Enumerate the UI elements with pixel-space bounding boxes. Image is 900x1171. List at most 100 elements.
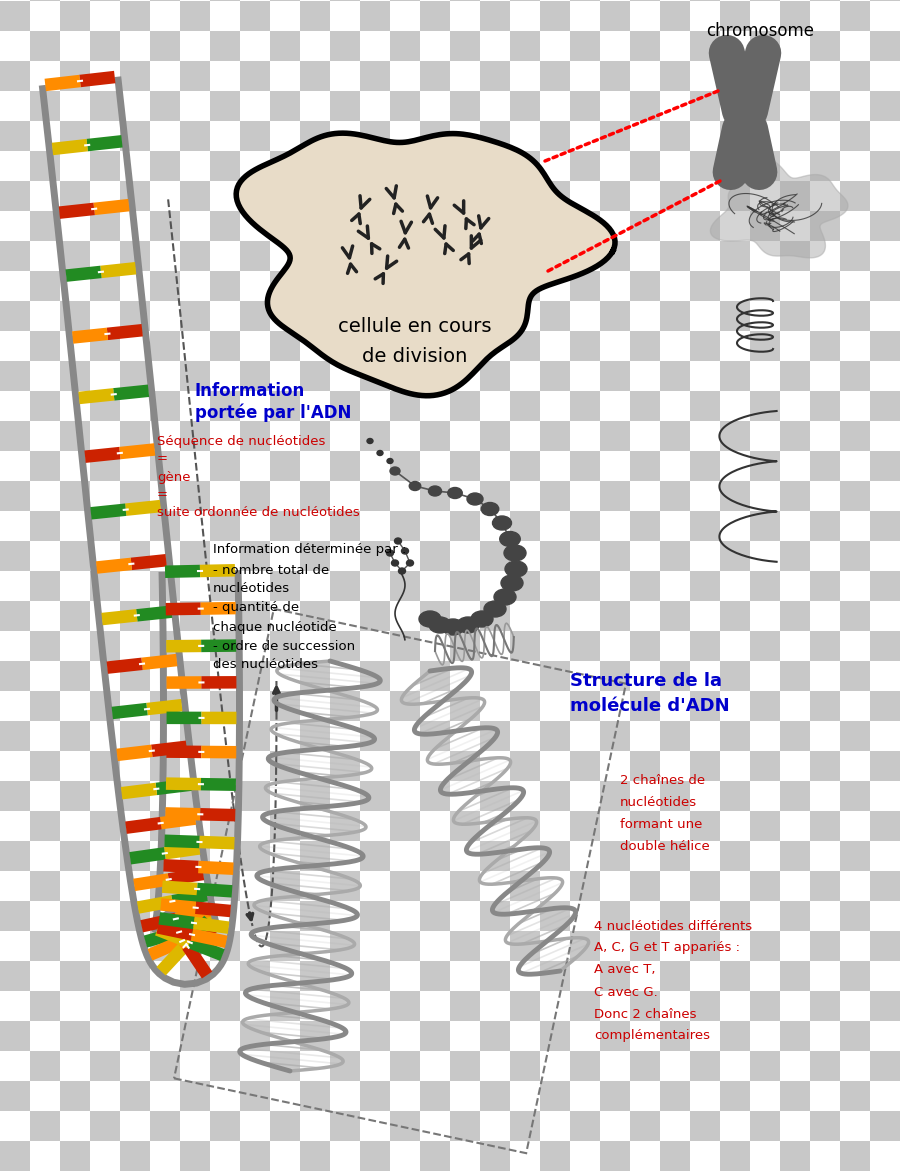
Bar bbox=[300, 631, 330, 660]
Bar bbox=[330, 781, 360, 812]
Bar bbox=[60, 1021, 90, 1052]
Bar bbox=[150, 182, 180, 211]
Bar bbox=[690, 182, 720, 211]
Bar bbox=[210, 841, 240, 871]
Bar bbox=[450, 812, 480, 841]
Bar bbox=[180, 1, 210, 30]
Bar bbox=[180, 91, 210, 121]
Bar bbox=[150, 691, 180, 721]
Bar bbox=[870, 422, 900, 451]
Bar bbox=[720, 301, 750, 331]
Bar bbox=[90, 721, 120, 751]
Bar bbox=[150, 871, 180, 900]
Bar bbox=[360, 931, 390, 961]
Bar bbox=[840, 182, 870, 211]
Bar bbox=[540, 422, 570, 451]
Bar bbox=[780, 691, 810, 721]
Bar bbox=[420, 331, 450, 361]
Bar bbox=[120, 301, 150, 331]
Ellipse shape bbox=[471, 611, 493, 626]
Bar bbox=[60, 511, 90, 541]
Bar bbox=[30, 991, 60, 1021]
Bar bbox=[780, 61, 810, 91]
Bar bbox=[690, 211, 720, 241]
Ellipse shape bbox=[428, 486, 442, 497]
Bar bbox=[450, 1052, 480, 1081]
Bar bbox=[450, 931, 480, 961]
Bar bbox=[600, 871, 630, 900]
Bar bbox=[660, 511, 690, 541]
Bar bbox=[720, 781, 750, 812]
Bar bbox=[270, 1, 300, 30]
Bar bbox=[0, 1, 30, 30]
Bar bbox=[210, 900, 240, 931]
Bar bbox=[420, 511, 450, 541]
Bar bbox=[420, 1, 450, 30]
Bar bbox=[510, 30, 540, 61]
Text: A avec T,: A avec T, bbox=[594, 964, 655, 977]
Bar bbox=[270, 931, 300, 961]
Bar bbox=[60, 451, 90, 481]
Bar bbox=[810, 1141, 840, 1171]
Bar bbox=[0, 900, 30, 931]
Bar bbox=[840, 481, 870, 511]
Bar bbox=[540, 121, 570, 151]
Bar bbox=[510, 541, 540, 571]
Bar bbox=[420, 871, 450, 900]
Bar bbox=[330, 691, 360, 721]
Bar bbox=[360, 751, 390, 781]
Bar bbox=[450, 571, 480, 601]
Bar bbox=[510, 61, 540, 91]
Bar bbox=[630, 391, 660, 422]
Bar bbox=[540, 91, 570, 121]
Bar bbox=[660, 871, 690, 900]
Bar bbox=[180, 241, 210, 271]
Bar bbox=[720, 841, 750, 871]
Bar bbox=[210, 182, 240, 211]
Bar bbox=[600, 241, 630, 271]
Bar bbox=[840, 1021, 870, 1052]
Bar bbox=[120, 271, 150, 301]
Bar bbox=[300, 1052, 330, 1081]
Bar bbox=[870, 121, 900, 151]
Bar bbox=[810, 841, 840, 871]
Bar bbox=[270, 1021, 300, 1052]
Bar bbox=[870, 182, 900, 211]
Bar bbox=[180, 871, 210, 900]
Bar bbox=[780, 121, 810, 151]
Bar bbox=[690, 1081, 720, 1111]
Bar bbox=[450, 631, 480, 660]
Bar bbox=[390, 121, 420, 151]
Bar bbox=[600, 691, 630, 721]
Bar bbox=[420, 691, 450, 721]
Bar bbox=[330, 871, 360, 900]
Bar bbox=[240, 871, 270, 900]
Bar bbox=[180, 841, 210, 871]
Bar bbox=[810, 871, 840, 900]
Bar bbox=[90, 211, 120, 241]
Bar bbox=[300, 660, 330, 691]
Bar bbox=[270, 660, 300, 691]
Bar bbox=[300, 151, 330, 182]
Bar bbox=[210, 1111, 240, 1141]
Bar bbox=[480, 571, 510, 601]
Bar bbox=[390, 751, 420, 781]
Bar bbox=[330, 931, 360, 961]
Bar bbox=[210, 871, 240, 900]
Bar bbox=[510, 721, 540, 751]
Bar bbox=[270, 1111, 300, 1141]
Bar bbox=[720, 331, 750, 361]
Bar bbox=[60, 211, 90, 241]
Bar bbox=[780, 331, 810, 361]
Bar bbox=[630, 1052, 660, 1081]
Bar bbox=[330, 660, 360, 691]
Bar bbox=[600, 660, 630, 691]
Bar bbox=[30, 781, 60, 812]
Bar bbox=[570, 751, 600, 781]
Bar bbox=[540, 931, 570, 961]
Text: double hélice: double hélice bbox=[620, 841, 710, 854]
Bar bbox=[210, 511, 240, 541]
Bar bbox=[570, 541, 600, 571]
Bar bbox=[480, 991, 510, 1021]
Bar bbox=[0, 241, 30, 271]
